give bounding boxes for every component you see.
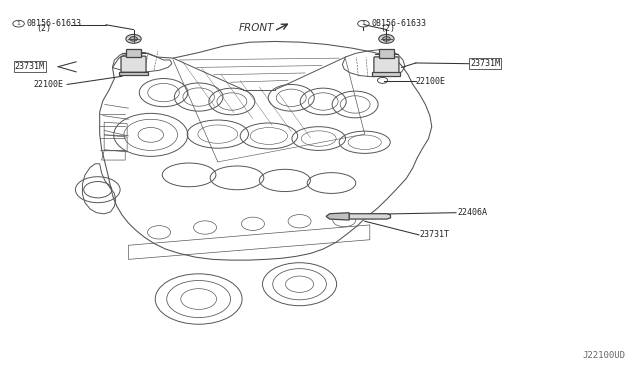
- Circle shape: [383, 37, 390, 41]
- Circle shape: [130, 37, 138, 41]
- Polygon shape: [372, 72, 401, 76]
- FancyBboxPatch shape: [121, 56, 146, 72]
- Polygon shape: [379, 49, 394, 58]
- Circle shape: [126, 35, 141, 43]
- Text: 22100E: 22100E: [416, 77, 446, 86]
- Text: 08156-61633: 08156-61633: [26, 19, 81, 28]
- Polygon shape: [326, 213, 349, 220]
- Text: 1: 1: [362, 21, 365, 26]
- Polygon shape: [126, 49, 141, 57]
- Text: 22100E: 22100E: [34, 80, 64, 89]
- Text: 23731M: 23731M: [470, 59, 500, 68]
- Text: 22406A: 22406A: [458, 208, 487, 217]
- Text: J22100UD: J22100UD: [582, 351, 625, 360]
- Polygon shape: [349, 214, 390, 219]
- Text: FRONT: FRONT: [238, 23, 274, 33]
- Text: 23731M: 23731M: [15, 62, 45, 71]
- Circle shape: [128, 60, 139, 67]
- Circle shape: [381, 61, 392, 67]
- Text: 1: 1: [17, 21, 20, 26]
- Text: (2): (2): [381, 24, 396, 33]
- Text: (2): (2): [36, 24, 51, 33]
- Text: 23731T: 23731T: [419, 230, 449, 240]
- Polygon shape: [120, 71, 148, 75]
- Circle shape: [379, 35, 394, 43]
- Text: 08156-61633: 08156-61633: [371, 19, 426, 28]
- FancyBboxPatch shape: [374, 57, 399, 73]
